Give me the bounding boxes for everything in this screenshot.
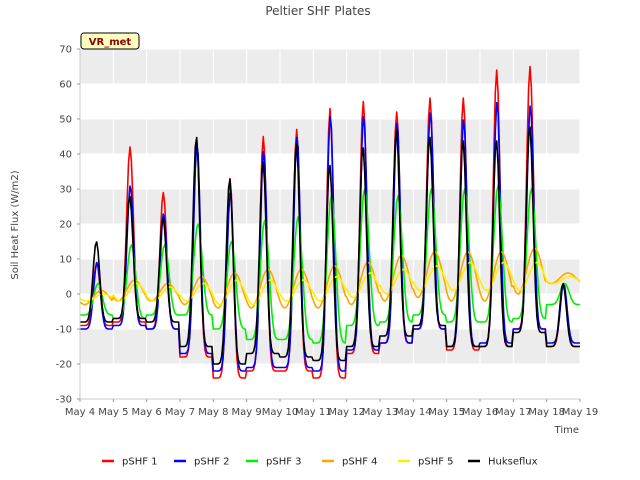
shaded-band: [80, 329, 580, 364]
x-tick-label: May 7: [165, 407, 195, 418]
y-tick-label: 40: [59, 150, 72, 161]
series-line: [80, 184, 580, 344]
legend-label: Hukseflux: [488, 457, 538, 468]
x-tick-label: May 12: [328, 407, 365, 418]
x-axis-title: Time: [554, 425, 579, 436]
x-tick-label: May 15: [428, 407, 465, 418]
y-tick-label: 20: [59, 220, 72, 231]
x-tick-label: May 16: [462, 407, 499, 418]
shaded-band: [80, 259, 580, 294]
legend-label: pSHF 3: [266, 457, 302, 468]
y-tick-label: 10: [59, 255, 72, 266]
x-tick-label: May 14: [395, 407, 432, 418]
legend-label: pSHF 2: [194, 457, 230, 468]
x-tick-label: May 18: [528, 407, 565, 418]
annotation-text: VR_met: [89, 37, 132, 48]
legend: pSHF 1 pSHF 2 pSHF 3 pSHF 4 pSHF 5 Hukseflux: [102, 457, 538, 468]
legend-label: pSHF 1: [122, 457, 158, 468]
annotation-box: [80, 32, 140, 50]
series-line: [79, 261, 581, 306]
annotation-tag: VR_met: [80, 32, 140, 50]
legend-label: pSHF 5: [418, 457, 454, 468]
chart-title: Peltier SHF Plates: [265, 4, 370, 18]
y-tick-label: 60: [59, 80, 72, 91]
x-tick-label: May 8: [198, 407, 228, 418]
y-tick-label: 30: [59, 185, 72, 196]
x-tick-label: May 11: [295, 407, 332, 418]
y-tick-label: 70: [59, 45, 72, 56]
x-tick-label: May 9: [232, 407, 262, 418]
x-tick-label: May 6: [132, 407, 162, 418]
series-line: [79, 247, 581, 309]
x-tick-label: May 17: [495, 407, 532, 418]
y-tick-label: -10: [56, 325, 72, 336]
x-tick-label: May 13: [362, 407, 399, 418]
y-tick-label: 0: [66, 290, 72, 301]
series-line: [80, 101, 580, 372]
x-tick-label: May 10: [262, 407, 299, 418]
x-tick-label: May 5: [98, 407, 128, 418]
legend-label: pSHF 4: [342, 457, 378, 468]
y-tick-label: -20: [56, 360, 72, 371]
y-tick-label: -30: [56, 395, 72, 406]
x-tick-label: May 19: [562, 407, 599, 418]
shaded-band: [80, 49, 580, 84]
y-tick-label: 50: [59, 115, 72, 126]
y-axis-title: Soil Heat Flux (W/m2): [10, 170, 21, 279]
series-lines: [79, 65, 581, 379]
series-line: [80, 65, 580, 379]
x-tick-label: May 4: [65, 407, 95, 418]
series-line: [80, 126, 580, 365]
